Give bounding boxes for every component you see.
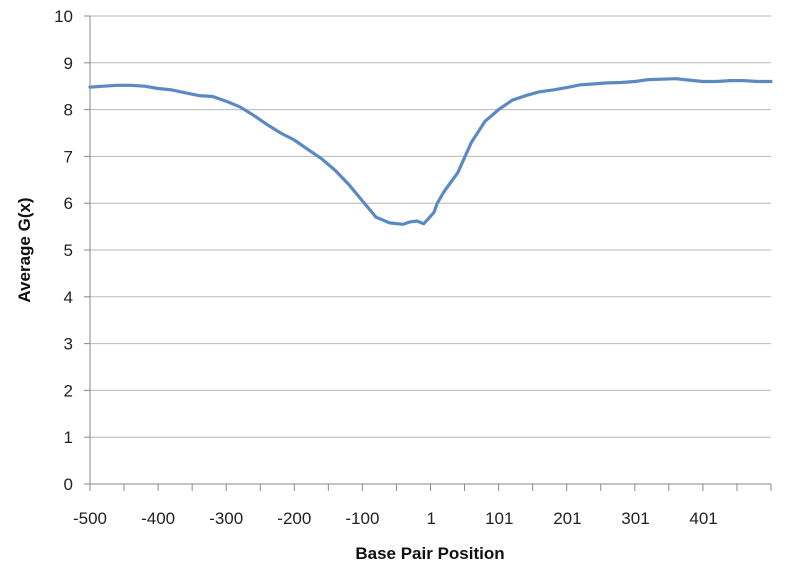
gridlines xyxy=(90,15,771,438)
y-tick-label: 6 xyxy=(64,194,73,213)
x-tick-labels: -500 -400 -300 -200 -100 1 101 201 301 401 xyxy=(73,509,718,528)
y-tick-label: 3 xyxy=(64,335,73,354)
y-tick-label: 9 xyxy=(64,54,73,73)
y-tick-label: 8 xyxy=(64,101,73,120)
axes xyxy=(84,15,772,491)
y-tick-label: 2 xyxy=(64,381,73,400)
y-tick-label: 0 xyxy=(64,475,73,494)
x-tick-label: 301 xyxy=(621,509,649,528)
x-tick-label: 1 xyxy=(426,509,435,528)
x-tick-label: 401 xyxy=(689,509,717,528)
x-tick-label: -300 xyxy=(209,509,243,528)
x-tick-label: -400 xyxy=(141,509,175,528)
series-line xyxy=(88,77,773,226)
x-tick-label: -100 xyxy=(345,509,379,528)
x-tick-label: 101 xyxy=(485,509,513,528)
x-tick-label: -500 xyxy=(73,509,107,528)
y-tick-labels: 0 1 2 3 4 5 6 7 8 9 10 xyxy=(54,7,73,494)
y-axis-title: Average G(x) xyxy=(15,197,34,302)
y-tick-label: 7 xyxy=(64,147,73,166)
x-tick-label: 201 xyxy=(553,509,581,528)
x-axis-title: Base Pair Position xyxy=(355,544,504,563)
y-tick-label: 10 xyxy=(54,7,73,26)
x-tick-label: -200 xyxy=(277,509,311,528)
y-tick-label: 4 xyxy=(64,288,73,307)
series-layer xyxy=(88,77,773,226)
y-tick-label: 5 xyxy=(64,241,73,260)
y-tick-label: 1 xyxy=(64,428,73,447)
